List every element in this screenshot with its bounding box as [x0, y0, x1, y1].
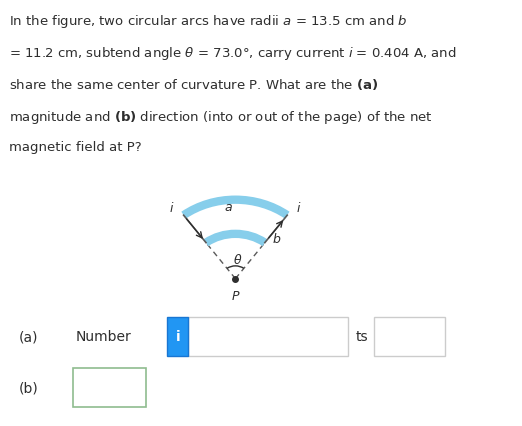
Text: $b$: $b$ [272, 232, 281, 246]
Text: $\theta$: $\theta$ [233, 253, 243, 267]
Text: magnitude and $\bf{(b)}$ direction (into or out of the page) of the net: magnitude and $\bf{(b)}$ direction (into… [9, 109, 433, 126]
Text: share the same center of curvature P. What are the $\bf{(a)}$: share the same center of curvature P. Wh… [9, 77, 378, 92]
Text: ∨: ∨ [431, 330, 440, 343]
Text: $i$: $i$ [296, 200, 302, 214]
FancyBboxPatch shape [374, 317, 445, 356]
Text: (b): (b) [19, 381, 39, 394]
FancyBboxPatch shape [73, 368, 146, 407]
Text: (a): (a) [19, 330, 38, 343]
Text: ts: ts [355, 330, 368, 343]
Text: = 11.2 cm, subtend angle $\theta$ = 73.0°, carry current $i$ = 0.404 A, and: = 11.2 cm, subtend angle $\theta$ = 73.0… [9, 45, 457, 62]
Text: ∨: ∨ [127, 381, 136, 394]
FancyBboxPatch shape [188, 317, 348, 356]
Text: In the figure, two circular arcs have radii $a$ = 13.5 cm and $b$: In the figure, two circular arcs have ra… [9, 13, 408, 30]
Text: $P$: $P$ [231, 290, 240, 302]
Text: i: i [175, 330, 180, 343]
FancyBboxPatch shape [167, 317, 188, 356]
Text: Number: Number [75, 330, 131, 343]
Text: $i$: $i$ [169, 200, 174, 214]
Text: $a$: $a$ [224, 200, 233, 213]
Text: T: T [391, 330, 399, 343]
Text: magnetic field at P?: magnetic field at P? [9, 141, 142, 153]
